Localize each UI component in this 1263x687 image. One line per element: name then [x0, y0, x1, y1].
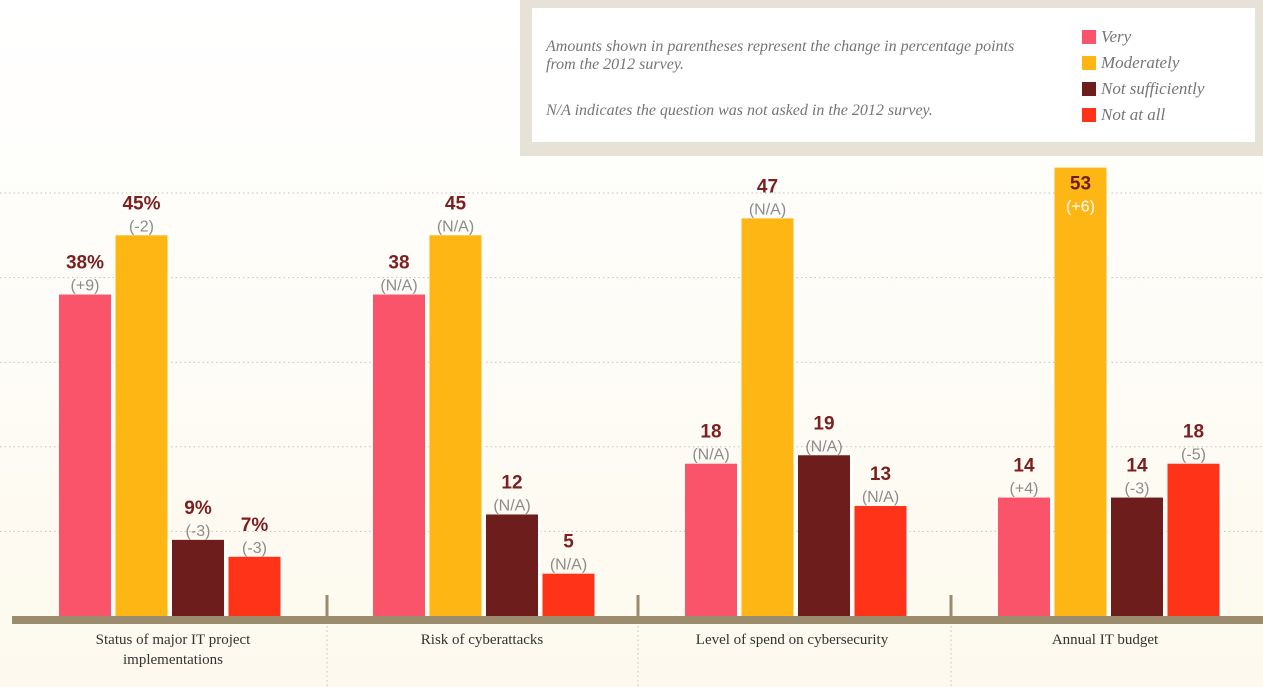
bar-edge: [737, 463, 740, 616]
bar-edge: [280, 556, 284, 616]
bar-value-label: 5: [563, 532, 574, 553]
legend-swatch-very: [1082, 30, 1096, 44]
legend-swatch-not-at-all: [1082, 108, 1096, 122]
bar-value-label: 12: [501, 472, 522, 493]
bar: [429, 235, 482, 617]
bar-change-label: (-3): [1125, 481, 1150, 498]
category-label: Status of major IT project: [96, 632, 252, 648]
bar-edge: [1050, 497, 1053, 616]
bar-value-label: 14: [1126, 456, 1148, 477]
bar: [998, 497, 1050, 616]
bar: [741, 218, 794, 616]
bar: [228, 556, 281, 616]
bar-change-label: (N/A): [862, 489, 899, 506]
legend-item-not-sufficiently: Not sufficiently: [1082, 76, 1204, 102]
bar-value-label: 13: [870, 464, 891, 485]
bar-value-label: 38%: [66, 253, 104, 274]
bar: [115, 235, 168, 617]
bar-change-label: (N/A): [749, 201, 786, 218]
bar-edge: [167, 235, 171, 617]
notes-legend-panel: Amounts shown in parentheses represent t…: [520, 0, 1263, 156]
bar: [542, 573, 595, 616]
bar: [59, 294, 111, 616]
bar: [685, 463, 737, 616]
bar-edge: [111, 294, 114, 616]
bar-value-label: 53: [1070, 174, 1091, 195]
axis-tick-3: [949, 595, 953, 617]
bar: [373, 294, 425, 616]
bar-edge: [1163, 497, 1166, 616]
bar-edge: [425, 294, 428, 616]
bar: [172, 539, 224, 616]
category-label: Annual IT budget: [1052, 632, 1159, 648]
bar-change-label: (+4): [1010, 481, 1039, 498]
bar: [1111, 497, 1163, 616]
bar-value-label: 18: [700, 422, 721, 443]
bar-change-label: (-2): [129, 218, 154, 235]
category-label: implementations: [123, 652, 223, 668]
note-change-explanation: Amounts shown in parentheses represent t…: [546, 38, 1015, 73]
x-axis-baseline: [12, 616, 1263, 624]
bar-edge: [481, 235, 485, 617]
bar: [486, 514, 538, 616]
bar-change-label: (N/A): [493, 497, 530, 514]
bar-edge: [1219, 463, 1223, 616]
legend-swatch-moderately: [1082, 56, 1096, 70]
legend-swatch-not-sufficiently: [1082, 82, 1096, 96]
legend-label-not-sufficiently: Not sufficiently: [1101, 79, 1205, 98]
legend-label-very: Very: [1101, 27, 1132, 46]
bar-change-label: (+6): [1066, 199, 1095, 216]
bar-change-label: (+9): [71, 278, 100, 295]
bar-edge: [538, 514, 541, 616]
bar-value-label: 38: [388, 253, 409, 274]
legend-item-very: Very: [1082, 24, 1204, 50]
axis-tick-1: [325, 595, 329, 617]
bar-edge: [850, 455, 853, 616]
bar: [1054, 167, 1107, 616]
bar: [798, 455, 850, 616]
bar-change-label: (-3): [186, 523, 211, 540]
bar-value-label: 7%: [241, 515, 269, 536]
bar-value-label: 19: [813, 413, 834, 434]
bar-edge: [1106, 167, 1110, 616]
bar-change-label: (-3): [242, 540, 267, 557]
bar-edge: [594, 573, 598, 616]
bar-value-label: 47: [757, 176, 778, 197]
bar-change-label: (-5): [1181, 447, 1206, 464]
bar-change-label: (N/A): [805, 438, 842, 455]
note-na-explanation: N/A indicates the question was not asked…: [546, 102, 933, 119]
bar-value-label: 45: [445, 193, 467, 214]
bar-value-label: 45%: [122, 193, 160, 214]
legend-item-not-at-all: Not at all: [1082, 102, 1204, 128]
bar-edge: [793, 218, 797, 616]
bar-edge: [224, 539, 227, 616]
bar: [854, 506, 907, 616]
axis-tick-2: [636, 595, 640, 617]
bar-value-label: 14: [1013, 456, 1035, 477]
category-label: Level of spend on cybersecurity: [696, 632, 889, 648]
bar-change-label: (N/A): [380, 278, 417, 295]
bar-value-label: 9%: [184, 498, 212, 519]
bar-change-label: (N/A): [437, 218, 474, 235]
legend: Very Moderately Not sufficiently Not at …: [1082, 24, 1204, 128]
category-label: Risk of cyberattacks: [421, 632, 544, 648]
legend-item-moderately: Moderately: [1082, 50, 1204, 76]
notes-legend-card: Amounts shown in parentheses represent t…: [532, 8, 1255, 142]
bar: [1167, 463, 1220, 616]
legend-label-not-at-all: Not at all: [1101, 105, 1166, 124]
bar-edge: [906, 506, 910, 616]
bar-change-label: (N/A): [692, 447, 729, 464]
legend-label-moderately: Moderately: [1101, 53, 1180, 72]
bar-change-label: (N/A): [550, 557, 587, 574]
bar-value-label: 18: [1183, 422, 1204, 443]
